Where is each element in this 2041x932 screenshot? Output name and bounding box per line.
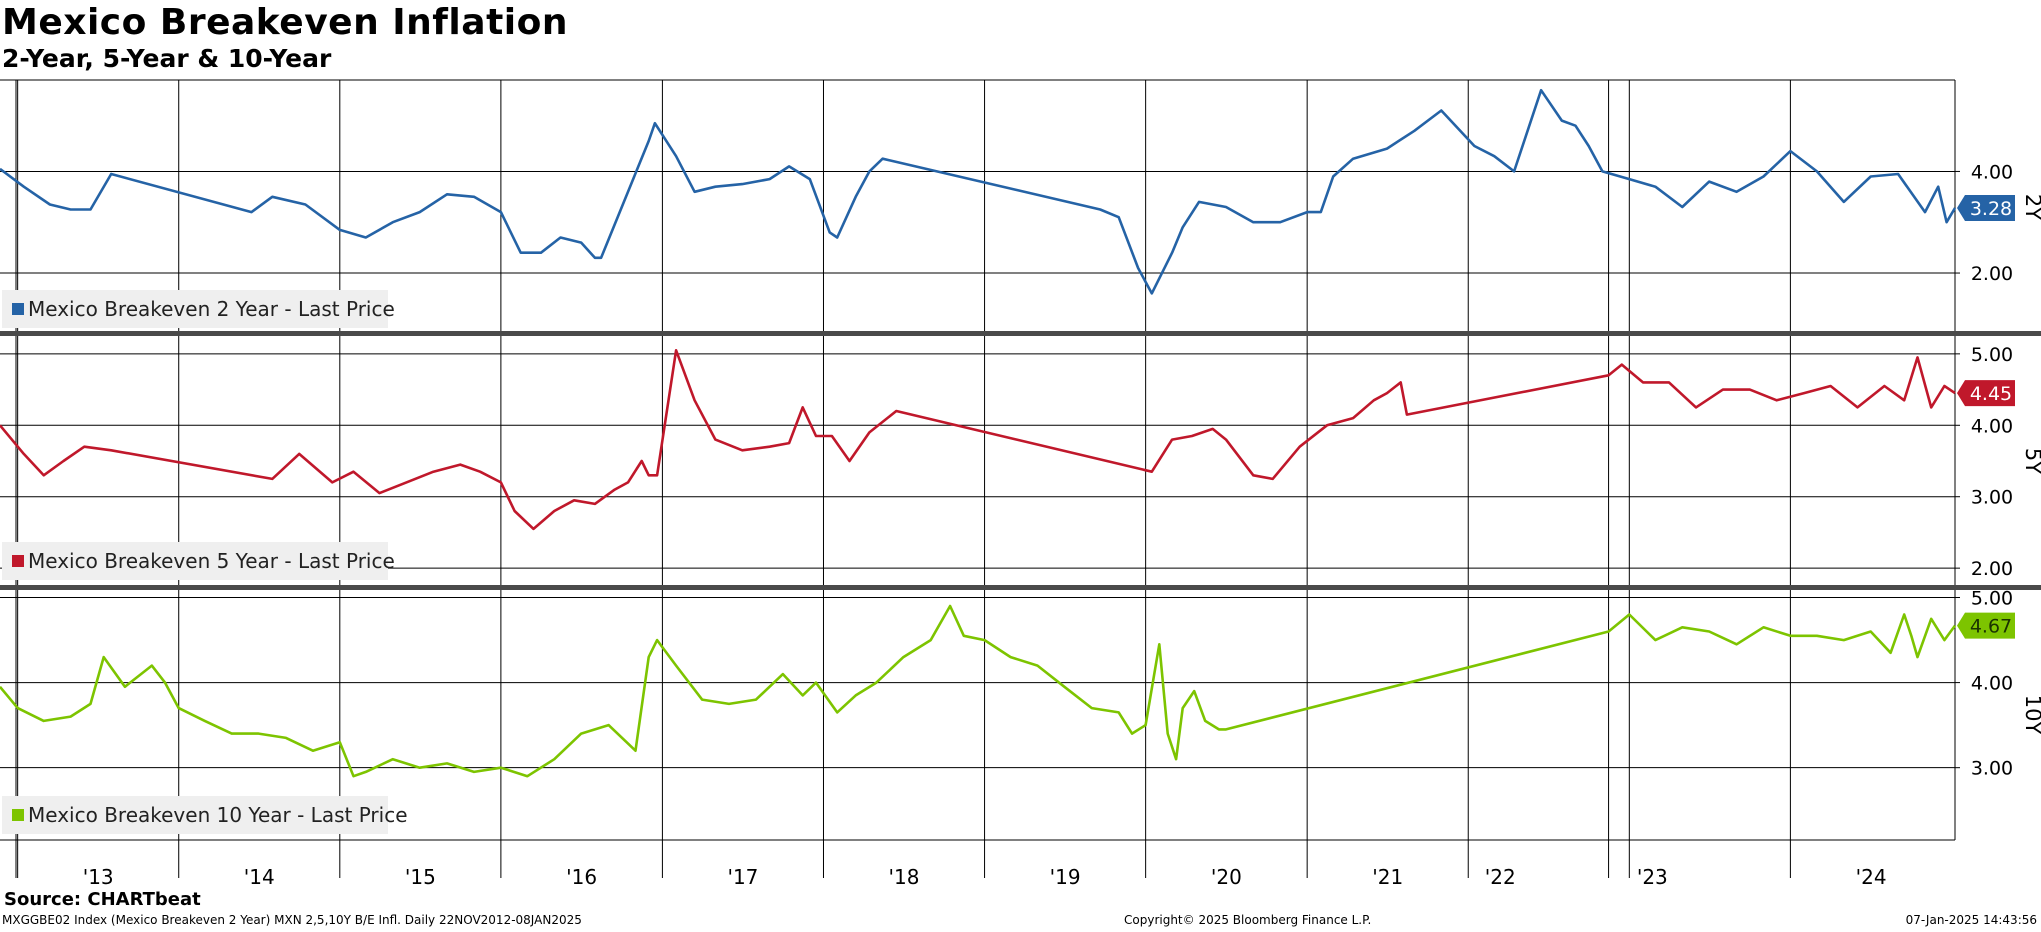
- y-tick-label: 4.00: [1971, 161, 2013, 183]
- series-line: [0, 604, 1957, 778]
- series-line: [0, 88, 1957, 295]
- y-tick-label: 4.00: [1971, 673, 2013, 695]
- last-value-label: 3.28: [1970, 198, 2012, 220]
- x-tick-label: '22: [1485, 865, 1516, 889]
- axis-label: 2Y: [2021, 194, 2041, 220]
- x-tick-label: '18: [889, 865, 920, 889]
- legend-swatch: [12, 303, 24, 315]
- axis-label: 10Y: [2021, 695, 2041, 735]
- last-value-badge: [1957, 380, 2015, 407]
- x-tick-label: '16: [566, 865, 597, 889]
- legend-box: [2, 796, 388, 834]
- legend-swatch: [12, 809, 24, 821]
- x-tick-label: '21: [1372, 865, 1403, 889]
- y-tick-label: 3.00: [1971, 758, 2013, 780]
- last-value-label: 4.45: [1970, 383, 2012, 405]
- y-tick-label: 5.00: [1971, 344, 2013, 366]
- y-tick-label: 2.00: [1971, 263, 2013, 285]
- x-tick-label: '15: [405, 865, 436, 889]
- x-tick-label: '17: [727, 865, 758, 889]
- legend-label: Mexico Breakeven 2 Year - Last Price: [28, 297, 395, 321]
- footer-timestamp: 07-Jan-2025 14:43:56: [1905, 913, 2037, 927]
- legend-box: [2, 290, 388, 328]
- x-tick-label: '14: [244, 865, 275, 889]
- last-value-label: 4.67: [1970, 616, 2012, 638]
- chart-title: Mexico Breakeven Inflation: [2, 2, 568, 43]
- panel-separator: [0, 331, 2041, 336]
- x-tick-label: '24: [1856, 865, 1887, 889]
- y-tick-label: 3.00: [1971, 487, 2013, 509]
- y-tick-label: 2.00: [1971, 558, 2013, 580]
- footer-copyright: Copyright© 2025 Bloomberg Finance L.P.: [1124, 913, 1372, 927]
- x-tick-label: '20: [1211, 865, 1242, 889]
- x-tick-label: '13: [83, 865, 114, 889]
- legend-label: Mexico Breakeven 5 Year - Last Price: [28, 549, 395, 573]
- axis-label: 5Y: [2021, 448, 2041, 474]
- source-note: Source: CHARTbeat: [4, 889, 201, 910]
- legend-label: Mexico Breakeven 10 Year - Last Price: [28, 803, 408, 827]
- legend-box: [2, 542, 388, 580]
- x-tick-label: '23: [1637, 865, 1668, 889]
- last-value-badge: [1957, 195, 2015, 222]
- chart-subtitle: 2-Year, 5-Year & 10-Year: [2, 44, 332, 73]
- legend-swatch: [12, 555, 24, 567]
- footer-index-info: MXGGBE02 Index (Mexico Breakeven 2 Year)…: [2, 913, 582, 927]
- panel-separator: [0, 585, 2041, 590]
- last-value-badge: [1957, 612, 2015, 639]
- y-tick-label: 4.00: [1971, 415, 2013, 437]
- y-tick-label: 5.00: [1971, 588, 2013, 610]
- series-line: [0, 348, 1956, 531]
- x-tick-label: '19: [1050, 865, 1081, 889]
